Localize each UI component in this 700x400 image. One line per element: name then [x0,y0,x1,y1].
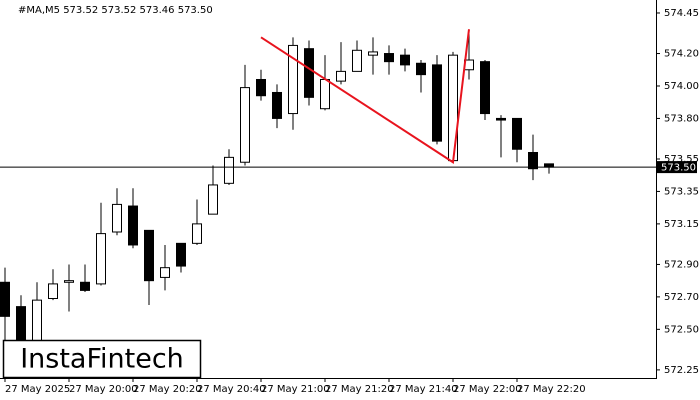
candle-body [448,54,458,162]
candle-body [416,62,426,76]
y-tick-label: 573.55 [664,154,699,165]
candle-body [16,306,26,347]
candle-body [0,281,10,317]
candle-body [272,91,282,119]
y-tick-label: 573.35 [664,186,699,197]
y-tick-label: 574.00 [664,81,699,92]
candle-body [128,205,138,246]
x-tick-label: 27 May 22:00 [453,384,522,395]
candle-body [512,117,522,150]
y-tick-label: 572.70 [664,292,699,303]
x-tick-label: 27 May 22:20 [517,384,586,395]
y-tick-label: 572.90 [664,259,699,270]
candle-body [336,70,346,82]
logo: InstaFintech [20,344,184,375]
x-tick-label: 27 May 20:00 [69,384,138,395]
candle-body [384,53,394,63]
candle-body [32,299,42,347]
x-tick-label: 27 May 21:40 [389,384,458,395]
candle-body [208,184,218,215]
candle-body [64,280,74,283]
x-tick-label: 27 May 21:20 [325,384,394,395]
y-tick-label: 572.25 [664,365,699,376]
x-tick-label: 27 May 20:40 [197,384,266,395]
logo-box [2,339,202,379]
candle-body [304,48,314,98]
chart-header: #MA,M5 573.52 573.52 573.46 573.50 [18,5,213,16]
pattern-line [260,29,470,164]
candle-body [112,203,122,233]
candle-body [400,54,410,66]
candle-body [288,44,298,115]
x-tick-label: 27 May 21:00 [261,384,330,395]
candle-body [240,87,250,163]
candle-body [320,78,330,110]
y-tick-label: 572.50 [664,324,699,335]
candle-body [496,117,506,121]
last-price-label: 573.50 [661,163,696,174]
plot [0,32,554,361]
candle-body [176,242,186,267]
candle-body [96,233,106,285]
candle-body [80,281,90,291]
candle-body [144,229,154,282]
x-tick-label: 27 May 20:20 [133,384,202,395]
x-tick-label: 27 May 2025 [5,384,70,395]
candle-body [352,49,362,72]
candle-body [432,64,442,142]
candle-body [256,78,266,97]
candle-body [192,223,202,244]
candle-body [224,156,234,184]
candle-body [160,267,170,278]
candle-body [480,61,490,115]
y-tick-label: 574.20 [664,49,699,60]
y-tick-label: 574.45 [664,8,699,19]
candle-body [48,283,58,300]
y-tick-label: 573.15 [664,219,699,230]
y-tick-label: 573.80 [664,113,699,124]
candle-body [368,51,378,56]
candle-body [528,151,538,170]
last-price-box [657,161,697,174]
